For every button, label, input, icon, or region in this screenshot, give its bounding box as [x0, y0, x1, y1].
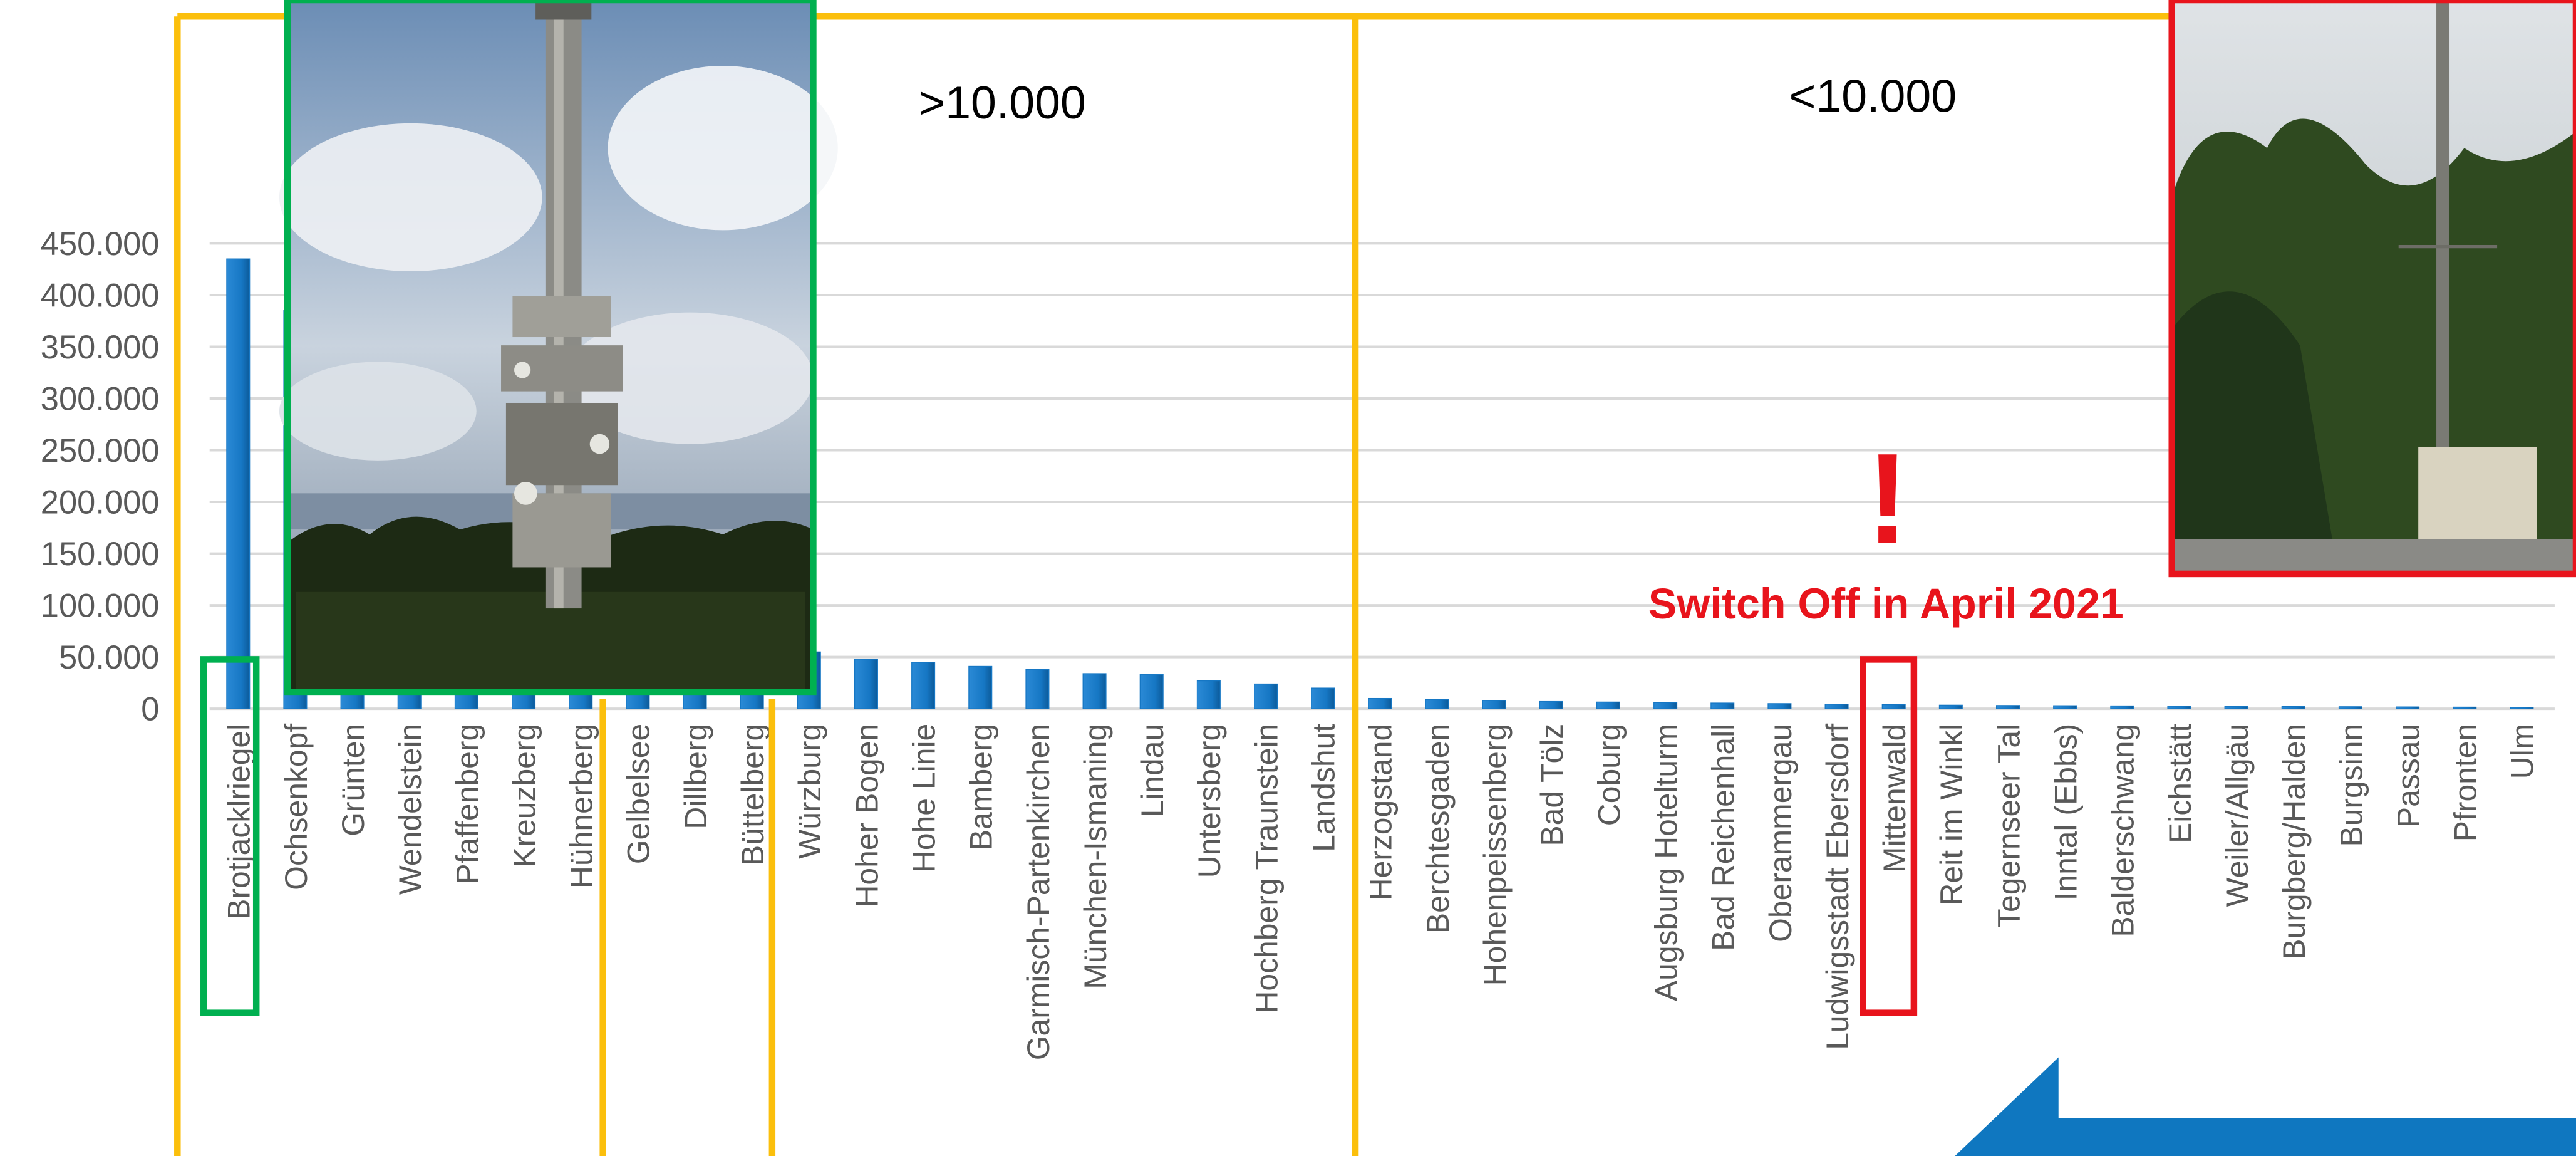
y-tick-label: 250.000 [41, 433, 160, 469]
x-tick-label: Garmisch-Partenkirchen [1021, 724, 1056, 1061]
annotation: >10.000 [918, 76, 1085, 128]
x-tick-label: München-Ismaning [1078, 724, 1113, 989]
bar [912, 662, 935, 709]
annotation: <10.000 [1789, 70, 1957, 122]
y-tick-label: 100.000 [41, 588, 160, 624]
bar [969, 666, 992, 709]
bar [2282, 707, 2305, 709]
bar [1997, 706, 2020, 709]
bar [2339, 707, 2362, 709]
y-tick-label: 0 [141, 692, 159, 728]
x-tick-label: Bad Tölz [1534, 724, 1570, 846]
x-tick-label: Augsburg Hotelturm [1648, 724, 1684, 1001]
bar [227, 259, 250, 709]
bar [1311, 688, 1335, 709]
bar [2225, 706, 2248, 709]
bar [1425, 699, 1449, 709]
x-tick-label: Hühnerberg [564, 724, 599, 888]
bar [855, 659, 878, 709]
bar [2453, 707, 2476, 709]
bar [1597, 702, 1620, 709]
bar [1140, 675, 1163, 709]
x-tick-label: Würzburg [792, 724, 827, 859]
x-tick-label: Dillberg [678, 724, 713, 830]
x-tick-label: Hohenpeissenberg [1477, 724, 1513, 986]
bar [1711, 703, 1734, 709]
x-tick-label: Wendelstein [393, 724, 428, 895]
x-tick-label: Berchtesgaden [1420, 724, 1456, 934]
x-tick-label: Gelbelsee [621, 724, 656, 865]
x-tick-label: Ludwigsstadt Ebersdorf [1820, 724, 1855, 1050]
x-tick-label: Grünten [336, 724, 371, 836]
x-tick-label: Pfaffenberg [450, 724, 485, 885]
y-tick-label: 300.000 [41, 381, 160, 417]
x-tick-label: Balderschwang [2106, 724, 2141, 937]
y-tick-label: 50.000 [59, 640, 159, 676]
x-tick-label: Landshut [1306, 724, 1342, 852]
x-tick-label: Herzogstand [1363, 724, 1399, 901]
y-tick-label: 200.000 [41, 484, 160, 521]
tower-photo [279, 0, 838, 692]
bar [1939, 705, 1962, 709]
y-tick-label: 350.000 [41, 330, 160, 366]
x-tick-label: Hohe Linie [906, 724, 941, 873]
y-tick-label: 150.000 [41, 536, 160, 573]
x-tick-label: Lindau [1135, 724, 1170, 818]
bar [1254, 684, 1278, 709]
x-tick-label: Hoher Bogen [849, 724, 884, 908]
x-tick-label: Pfronten [2448, 724, 2483, 841]
x-tick-label: Ulm [2505, 724, 2540, 779]
bar [2168, 706, 2191, 709]
bar [2510, 707, 2533, 709]
x-tick-label: Kreuzberg [507, 724, 542, 868]
x-tick-label: Büttelberg [735, 724, 770, 866]
annotation: ! [1866, 427, 1909, 570]
bar [2054, 706, 2077, 709]
x-tick-label: Brotjacklriegel [222, 724, 257, 920]
bar [1083, 674, 1106, 709]
x-tick-label: Coburg [1591, 724, 1627, 826]
x-tick-label: Oberammergau [1763, 724, 1798, 942]
bar [1539, 702, 1563, 709]
x-tick-label: Mittenwald [1877, 724, 1912, 873]
x-tick-label: Passau [2391, 724, 2426, 828]
bar [1197, 681, 1221, 709]
arrow [1955, 1058, 2576, 1156]
x-tick-label: Burgsinn [2334, 724, 2369, 847]
x-tick-label: Untersberg [1192, 724, 1227, 878]
bar [1768, 704, 1791, 709]
x-tick-label: Hochberg Traunstein [1249, 724, 1284, 1014]
bar [1825, 704, 1848, 709]
x-tick-label: Tegernseer Tal [1991, 724, 2026, 928]
y-tick-label: 450.000 [41, 226, 160, 263]
y-tick-label: 400.000 [41, 278, 160, 314]
bar [1482, 700, 1506, 709]
x-tick-label: Bamberg [964, 724, 999, 850]
bar [1026, 669, 1049, 709]
bar [2111, 706, 2134, 709]
page: 0 50.000 100.000 150.000 200.000 250.000 300.0… [0, 0, 2576, 1156]
bar [1882, 705, 1905, 709]
site-photo [2172, 0, 2576, 574]
x-tick-label: Ochsenkopf [279, 724, 314, 890]
x-tick-label: Burgberg/Halden [2277, 724, 2312, 960]
chart: 0 50.000 100.000 150.000 200.000 250.000 300.0… [0, 0, 2576, 1156]
bar [1368, 699, 1392, 709]
x-tick-label: Weiler/Allgäu [2220, 724, 2255, 907]
x-tick-label: Reit im Winkl [1934, 724, 1969, 906]
annotation: Switch Off in April 2021 [1648, 580, 2124, 628]
bar [1654, 702, 1677, 709]
bar [2396, 707, 2419, 709]
x-tick-label: Inntal (Ebbs) [2049, 724, 2084, 901]
x-tick-label: Eichstätt [2163, 724, 2198, 843]
x-tick-label: Bad Reichenhall [1706, 724, 1741, 951]
